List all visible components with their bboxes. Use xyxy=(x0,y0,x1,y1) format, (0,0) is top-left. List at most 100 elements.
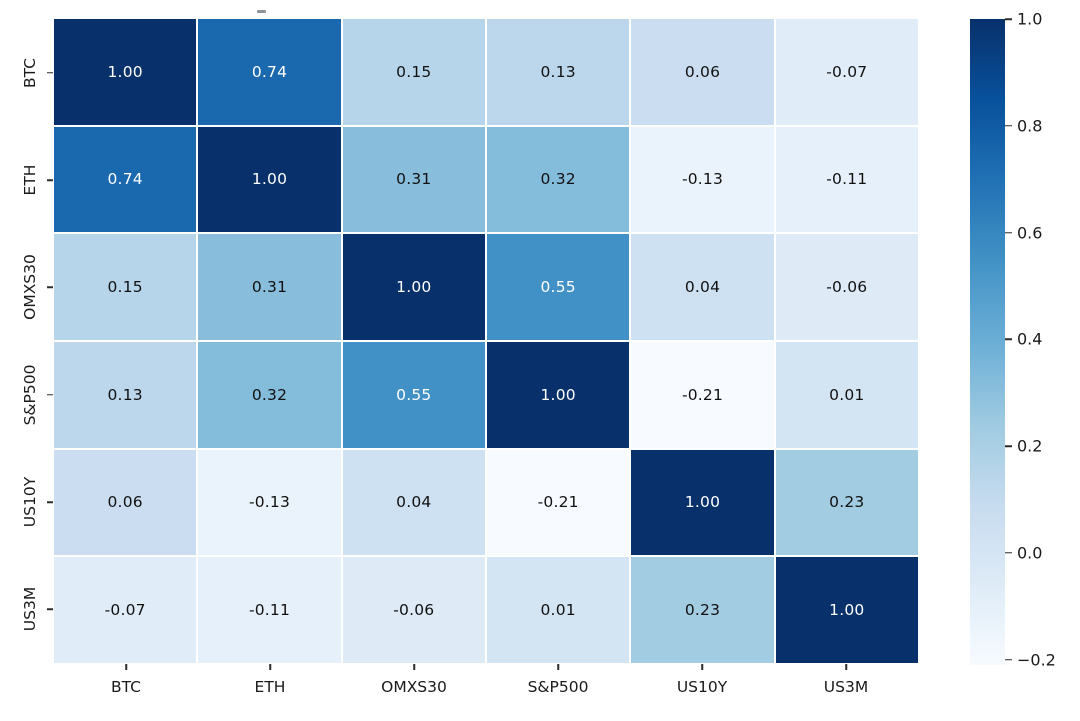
heatmap-cell-US10Y-US10Y: 1.00 xyxy=(631,449,774,556)
heatmap-cell-US3M-OMXS30: -0.06 xyxy=(342,557,485,663)
colorbar-tick-label: −0.2 xyxy=(1017,650,1056,670)
heatmap-cell-ETH-ETH: 1.00 xyxy=(198,126,341,233)
colorbar-tick-label: 0.8 xyxy=(1017,116,1043,136)
x-tick-mark xyxy=(557,664,559,670)
cell-value: 1.00 xyxy=(107,62,143,81)
cell-value: -0.21 xyxy=(681,385,724,404)
heatmap-cell-OMXS30-OMXS30: 1.00 xyxy=(342,234,485,340)
colorbar-tick-mark xyxy=(1005,18,1012,20)
heatmap-cell-US10Y-BTC: 0.06 xyxy=(54,449,197,556)
cell-value: 0.04 xyxy=(396,493,432,512)
x-tick-mark xyxy=(701,664,703,670)
y-tick-mark xyxy=(47,286,53,289)
heatmap-cell-OMXS30-ETH: 0.31 xyxy=(198,234,341,340)
heatmap-cell-OMXS30-BTC: 0.15 xyxy=(54,234,197,340)
cell-value: 1.00 xyxy=(540,385,576,404)
heatmap-cell-BTC-US3M: -0.07 xyxy=(775,19,918,125)
heatmap-cell-ETH-US10Y: -0.13 xyxy=(631,126,774,233)
cell-value: 0.31 xyxy=(396,170,432,189)
colorbar-tick-mark xyxy=(1005,231,1012,234)
heatmap-cell-S&P500-S&P500: 1.00 xyxy=(486,341,630,448)
cell-value: -0.06 xyxy=(826,278,868,297)
cell-value: -0.07 xyxy=(104,601,146,620)
heatmap-cell-OMXS30-US3M: -0.06 xyxy=(775,234,918,340)
cell-value: 0.32 xyxy=(251,385,288,404)
heatmap-cell-S&P500-ETH: 0.32 xyxy=(198,341,341,448)
x-tick-mark xyxy=(269,664,271,670)
x-axis-tick-label-S&P500: S&P500 xyxy=(527,678,589,696)
cell-value: 0.06 xyxy=(684,62,721,81)
colorbar-tick-label: 1.0 xyxy=(1017,9,1043,29)
heatmap-cell-BTC-S&P500: 0.13 xyxy=(486,19,630,125)
heatmap-cell-S&P500-US10Y: -0.21 xyxy=(631,341,774,448)
cell-value: -0.21 xyxy=(537,493,579,512)
heatmap-grid: 1.00 0.74 0.15 0.13 0.06 -0.07 0.74 1.00 0.31 0.3… xyxy=(54,19,918,663)
cell-value: 0.06 xyxy=(107,493,143,512)
colorbar-tick-mark xyxy=(1005,552,1012,554)
cell-value: 0.31 xyxy=(251,278,288,297)
y-axis-tick-label-S&P500: S&P500 xyxy=(21,364,39,426)
heatmap-cell-ETH-US3M: -0.11 xyxy=(775,126,918,233)
colorbar xyxy=(970,19,1005,665)
y-tick-mark xyxy=(47,179,53,181)
y-tick-mark xyxy=(47,393,53,396)
cell-value: 0.23 xyxy=(684,601,721,620)
heatmap-cell-US3M-US3M: 1.00 xyxy=(775,557,918,663)
heatmap-cell-US3M-US10Y: 0.23 xyxy=(631,557,774,663)
cell-value: 0.15 xyxy=(107,278,143,297)
heatmap-cell-US3M-S&P500: 0.01 xyxy=(486,557,630,663)
y-axis-tick-label-OMXS30: OMXS30 xyxy=(21,254,39,321)
heatmap-cell-US10Y-S&P500: -0.21 xyxy=(486,449,630,556)
y-tick-mark xyxy=(47,71,53,74)
x-axis-tick-label-US3M: US3M xyxy=(823,678,869,696)
heatmap-cell-US3M-BTC: -0.07 xyxy=(54,557,197,663)
heatmap-cell-US10Y-OMXS30: 0.04 xyxy=(342,449,485,556)
cell-value: 0.01 xyxy=(829,385,865,404)
heatmap-cell-BTC-US10Y: 0.06 xyxy=(631,19,774,125)
cell-value: 0.32 xyxy=(540,170,576,189)
heatmap-cell-OMXS30-S&P500: 0.55 xyxy=(486,234,630,340)
heatmap-cell-BTC-ETH: 0.74 xyxy=(198,19,341,125)
cell-value: 0.55 xyxy=(540,278,576,297)
cell-value: 1.00 xyxy=(684,493,721,512)
colorbar-tick-mark xyxy=(1005,445,1012,447)
x-axis-tick-label-OMXS30: OMXS30 xyxy=(381,678,447,696)
heatmap-cell-ETH-S&P500: 0.32 xyxy=(486,126,630,233)
x-axis-tick-label-BTC: BTC xyxy=(110,678,142,696)
cell-value: 0.15 xyxy=(396,62,432,81)
colorbar-tick-label: 0.4 xyxy=(1017,329,1043,349)
heatmap-cell-BTC-OMXS30: 0.15 xyxy=(342,19,485,125)
colorbar-tick-mark xyxy=(1005,338,1012,341)
x-tick-mark xyxy=(413,664,415,670)
y-axis-tick-label-ETH: ETH xyxy=(21,164,39,196)
y-tick-mark xyxy=(47,501,53,503)
y-axis-tick-label-US3M: US3M xyxy=(21,587,39,632)
cell-value: 1.00 xyxy=(829,601,865,620)
y-axis-tick-label-BTC: BTC xyxy=(21,57,39,88)
cell-value: 0.04 xyxy=(684,278,721,297)
colorbar-tick-mark xyxy=(1005,125,1012,127)
cell-value: 0.55 xyxy=(396,385,432,404)
heatmap-cell-ETH-BTC: 0.74 xyxy=(54,126,197,233)
heatmap-cell-US10Y-US3M: 0.23 xyxy=(775,449,918,556)
cell-value: 0.23 xyxy=(829,493,865,512)
colorbar-tick-label: 0.2 xyxy=(1017,436,1043,456)
y-axis-tick-label-US10Y: US10Y xyxy=(21,476,39,528)
cell-value: 0.13 xyxy=(107,385,143,404)
colorbar-tick-label: 0.0 xyxy=(1017,543,1043,563)
x-axis-tick-label-ETH: ETH xyxy=(254,678,286,696)
stray-dash xyxy=(257,10,266,13)
cell-value: -0.06 xyxy=(393,601,435,620)
x-axis-tick-label-US10Y: US10Y xyxy=(676,678,728,696)
colorbar-tick-mark xyxy=(1005,658,1012,661)
heatmap-cell-US3M-ETH: -0.11 xyxy=(198,557,341,663)
cell-value: 0.74 xyxy=(251,62,288,81)
cell-value: -0.07 xyxy=(826,62,868,81)
heatmap-cell-OMXS30-US10Y: 0.04 xyxy=(631,234,774,340)
heatmap-cell-S&P500-BTC: 0.13 xyxy=(54,341,197,448)
cell-value: -0.13 xyxy=(248,493,291,512)
colorbar-tick-label: 0.6 xyxy=(1017,223,1043,243)
x-tick-mark xyxy=(845,664,847,670)
y-tick-mark xyxy=(47,608,53,611)
